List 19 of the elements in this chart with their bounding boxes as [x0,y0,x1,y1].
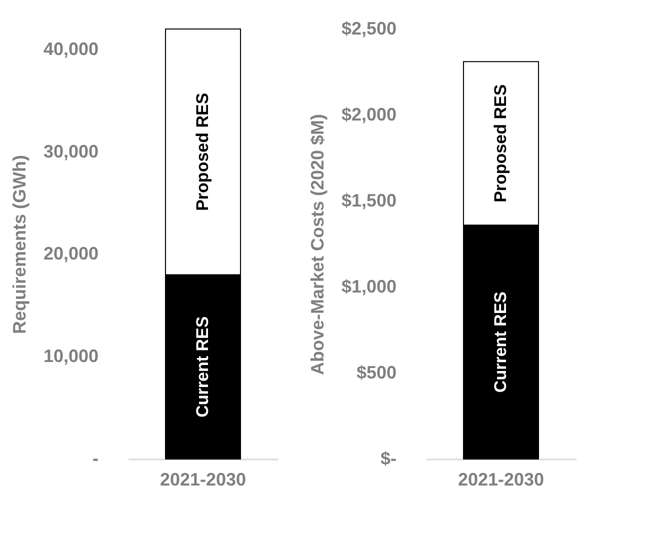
y-tick-label: $500 [356,362,396,382]
x-tick-label: 2021-2030 [458,470,544,490]
y-axis-title: Requirements (GWh) [9,154,30,334]
y-tick-label: 20,000 [43,244,98,264]
series-label: Proposed RES [193,92,212,211]
y-tick-label: $1,000 [341,276,396,296]
y-tick-label: - [92,448,98,468]
y-tick-label: 10,000 [43,346,98,366]
series-label: Current RES [193,316,212,418]
x-tick-label: 2021-2030 [160,470,246,490]
y-tick-label: $1,500 [341,190,396,210]
y-axis-title: Above-Market Costs (2020 $M) [307,114,328,376]
series-label: Current RES [491,292,510,393]
y-tick-label: $- [380,448,396,468]
series-label: Proposed RES [491,84,510,202]
y-tick-label: 30,000 [43,141,98,162]
y-tick-label: $2,500 [341,18,396,38]
y-tick-label: $2,000 [341,104,396,124]
y-tick-label: 40,000 [43,38,98,59]
